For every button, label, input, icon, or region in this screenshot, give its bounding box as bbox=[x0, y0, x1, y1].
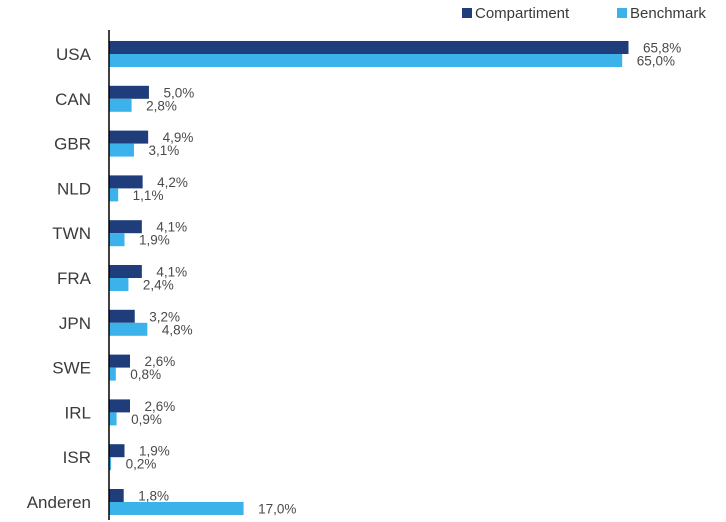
value-label-compartiment-gbr: 4,9% bbox=[163, 130, 194, 145]
category-label-gbr: GBR bbox=[54, 135, 91, 154]
value-label-benchmark-jpn: 4,8% bbox=[162, 322, 193, 337]
value-label-compartiment-twn: 4,1% bbox=[156, 220, 187, 235]
value-label-benchmark-usa: 65,0% bbox=[637, 54, 675, 69]
value-label-benchmark-twn: 1,9% bbox=[139, 233, 170, 248]
bar-benchmark-fra bbox=[109, 278, 129, 291]
value-label-benchmark-swe: 0,8% bbox=[130, 367, 161, 382]
bar-benchmark-jpn bbox=[109, 322, 148, 336]
plot-area: USA 65,8%65,0% CAN 5,0%2,8% GBR 4,9%3,1% NLD 4,… bbox=[27, 41, 682, 517]
category-label-isr: ISR bbox=[63, 448, 91, 467]
category-label-anderen: Anderen bbox=[27, 493, 91, 512]
value-label-compartiment-can: 5,0% bbox=[163, 85, 194, 100]
category-label-irl: IRL bbox=[65, 403, 91, 422]
bar-compartiment-isr bbox=[109, 444, 125, 458]
bar-compartiment-jpn bbox=[109, 309, 135, 323]
value-label-benchmark-can: 2,8% bbox=[146, 98, 177, 113]
value-label-benchmark-anderen: 17,0% bbox=[258, 502, 296, 517]
category-label-jpn: JPN bbox=[59, 314, 91, 333]
bar-compartiment-gbr bbox=[109, 130, 149, 144]
value-label-benchmark-irl: 0,9% bbox=[131, 412, 162, 427]
bar-compartiment-can bbox=[109, 85, 149, 99]
bar-compartiment-anderen bbox=[109, 489, 124, 502]
value-label-compartiment-isr: 1,9% bbox=[139, 444, 170, 459]
value-label-compartiment-fra: 4,1% bbox=[156, 265, 187, 280]
bar-benchmark-swe bbox=[109, 367, 116, 381]
bar-compartiment-fra bbox=[109, 265, 142, 278]
category-label-swe: SWE bbox=[52, 359, 91, 378]
bar-compartiment-irl bbox=[109, 399, 131, 413]
bar-benchmark-isr bbox=[109, 457, 112, 471]
bar-compartiment-usa bbox=[109, 41, 629, 54]
bar-benchmark-irl bbox=[109, 412, 117, 426]
value-label-compartiment-nld: 4,2% bbox=[157, 175, 188, 190]
value-label-compartiment-irl: 2,6% bbox=[145, 399, 176, 414]
bar-benchmark-nld bbox=[109, 188, 119, 202]
category-label-twn: TWN bbox=[52, 224, 91, 243]
bar-compartiment-nld bbox=[109, 175, 143, 189]
bar-compartiment-twn bbox=[109, 220, 142, 234]
bar-benchmark-gbr bbox=[109, 143, 134, 157]
legend-label-benchmark: Benchmark bbox=[630, 5, 706, 22]
legend-label-compartiment: Compartiment bbox=[475, 5, 570, 22]
legend-swatch-compartiment bbox=[462, 8, 472, 18]
value-label-compartiment-usa: 65,8% bbox=[643, 41, 681, 56]
bar-benchmark-twn bbox=[109, 233, 125, 247]
legend-swatch-benchmark bbox=[617, 8, 627, 18]
value-label-compartiment-swe: 2,6% bbox=[145, 354, 176, 369]
legend: Compartiment Benchmark bbox=[462, 5, 706, 22]
value-label-compartiment-jpn: 3,2% bbox=[149, 309, 180, 324]
value-label-benchmark-isr: 0,2% bbox=[126, 457, 157, 472]
category-label-can: CAN bbox=[55, 90, 91, 109]
value-label-benchmark-fra: 2,4% bbox=[143, 278, 174, 293]
bar-benchmark-can bbox=[109, 98, 132, 112]
bar-benchmark-anderen bbox=[109, 502, 244, 515]
category-label-usa: USA bbox=[56, 45, 92, 64]
bar-benchmark-usa bbox=[109, 54, 623, 67]
category-label-fra: FRA bbox=[57, 269, 92, 288]
category-label-nld: NLD bbox=[57, 179, 91, 198]
bar-compartiment-swe bbox=[109, 354, 131, 368]
value-label-benchmark-nld: 1,1% bbox=[133, 188, 164, 203]
value-label-compartiment-anderen: 1,8% bbox=[138, 489, 169, 504]
value-label-benchmark-gbr: 3,1% bbox=[148, 143, 179, 158]
